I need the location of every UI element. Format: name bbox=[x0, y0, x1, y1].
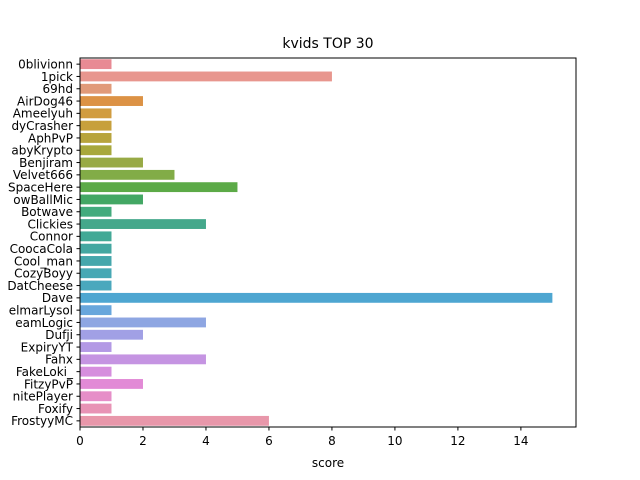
x-tick-label: 6 bbox=[265, 434, 273, 448]
bar bbox=[80, 366, 112, 377]
bar bbox=[80, 108, 112, 119]
y-tick-label: nitePlayer bbox=[13, 390, 73, 404]
x-tick-label: 14 bbox=[513, 434, 528, 448]
y-tick-label: ExpiryYT bbox=[21, 340, 74, 354]
y-tick-label: owBallMic bbox=[13, 193, 73, 207]
bar bbox=[80, 292, 553, 303]
y-tick-label: CoocaCola bbox=[10, 242, 73, 256]
bar bbox=[80, 280, 112, 291]
bar bbox=[80, 354, 206, 365]
bar bbox=[80, 133, 112, 143]
x-tick-label: 10 bbox=[387, 434, 402, 448]
y-tick-label: Clickies bbox=[27, 217, 73, 231]
bar bbox=[80, 403, 112, 414]
y-tick-label: Dufji bbox=[45, 328, 73, 342]
x-tick-label: 4 bbox=[202, 434, 210, 448]
y-tick-label: FakeLoki_ bbox=[16, 365, 74, 379]
bar bbox=[80, 206, 112, 217]
bar bbox=[80, 231, 112, 242]
y-tick-label: eamLogic bbox=[15, 316, 73, 330]
y-tick-label: CozyBoyy bbox=[14, 267, 73, 281]
x-axis-ticks: 0 2 4 6 8 10 12 14 bbox=[76, 427, 529, 448]
bar bbox=[80, 243, 112, 254]
bar bbox=[80, 194, 143, 205]
plot-frame bbox=[79, 57, 577, 428]
bar bbox=[80, 145, 112, 156]
bar bbox=[80, 329, 143, 340]
y-tick-label: abyKrypto bbox=[11, 144, 73, 158]
y-tick-label: DatCheese bbox=[7, 279, 73, 293]
bar bbox=[80, 415, 269, 426]
y-tick-label: Dave bbox=[42, 291, 73, 305]
bar bbox=[80, 120, 112, 131]
bar bbox=[80, 59, 112, 70]
y-tick-label: Botwave bbox=[21, 205, 73, 219]
y-tick-label: Benjiram bbox=[19, 156, 73, 170]
bar bbox=[80, 268, 112, 279]
bar bbox=[80, 219, 206, 229]
bar bbox=[80, 83, 112, 94]
y-tick-label: SpaceHere bbox=[8, 180, 73, 194]
bar bbox=[80, 182, 238, 193]
bar bbox=[80, 169, 175, 180]
bar bbox=[80, 96, 143, 106]
y-tick-label: Cool_man bbox=[14, 254, 73, 268]
chart-title: kvids TOP 30 bbox=[282, 36, 373, 52]
y-tick-label: Foxify bbox=[38, 402, 73, 416]
y-tick-label: 1pick bbox=[41, 70, 73, 84]
bar bbox=[80, 71, 332, 82]
bar bbox=[80, 317, 206, 328]
x-tick-label: 8 bbox=[328, 434, 336, 448]
y-tick-label: Connor bbox=[30, 230, 73, 244]
x-tick-label: 0 bbox=[76, 434, 84, 448]
y-tick-label: AphPvP bbox=[28, 131, 73, 145]
y-tick-label: Velvet666 bbox=[13, 168, 73, 182]
y-axis-ticks: 0blivionn1pick69hdAirDog46AmeelyuhdyCras… bbox=[7, 57, 80, 428]
x-axis-label: score bbox=[312, 456, 344, 470]
y-tick-label: dyCrasher bbox=[11, 119, 73, 133]
y-tick-label: AirDog46 bbox=[17, 94, 73, 108]
y-tick-label: 69hd bbox=[43, 82, 74, 96]
y-tick-label: FitzyPvP bbox=[24, 377, 73, 391]
bar bbox=[80, 305, 112, 316]
bar bbox=[80, 391, 112, 402]
x-tick-label: 2 bbox=[139, 434, 147, 448]
x-tick-label: 12 bbox=[450, 434, 465, 448]
y-tick-label: 0blivionn bbox=[18, 57, 73, 71]
bars-group bbox=[80, 59, 553, 426]
bar bbox=[80, 342, 112, 352]
y-tick-label: Ameelyuh bbox=[13, 107, 73, 121]
bar bbox=[80, 157, 143, 168]
y-tick-label: Fahx bbox=[45, 353, 73, 367]
y-tick-label: elmarLysol bbox=[9, 303, 73, 317]
y-tick-label: FrostyyMC bbox=[11, 414, 73, 428]
bar bbox=[80, 256, 112, 266]
bar bbox=[80, 379, 143, 389]
